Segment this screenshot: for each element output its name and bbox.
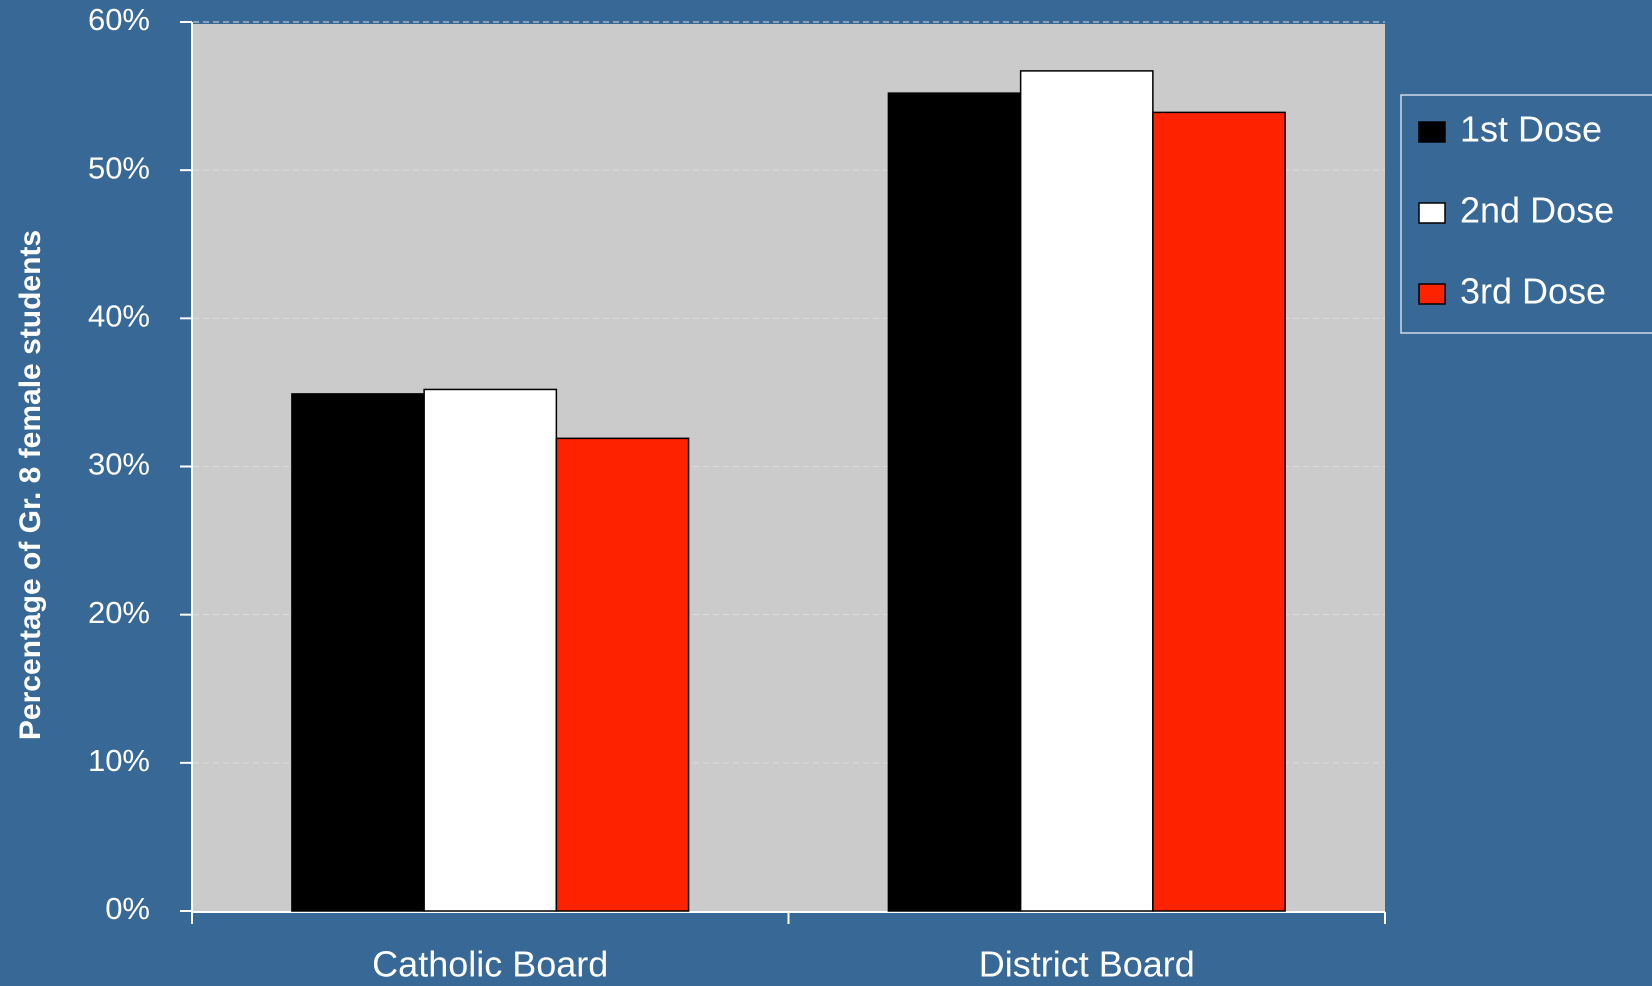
y-tick-label: 30%: [88, 447, 150, 482]
y-tick-label: 50%: [88, 150, 150, 185]
y-tick-label: 40%: [88, 299, 150, 334]
bar: [887, 92, 1022, 912]
y-tick-label: 60%: [88, 2, 150, 37]
legend-swatch: [1418, 121, 1446, 143]
y-tick-label: 10%: [88, 743, 150, 778]
legend-label: 3rd Dose: [1460, 271, 1606, 312]
legend-swatch: [1418, 283, 1446, 305]
bar: [423, 388, 558, 912]
bar: [555, 437, 690, 912]
y-tick-label: 20%: [88, 595, 150, 630]
y-tick-label: 0%: [105, 891, 150, 926]
y-axis-label: Percentage of Gr. 8 female students: [14, 230, 47, 740]
legend-swatch: [1418, 202, 1446, 224]
bar: [1152, 111, 1286, 912]
legend-label: 1st Dose: [1460, 109, 1602, 150]
bar: [1019, 70, 1154, 912]
x-tick-label: Catholic Board: [372, 944, 608, 985]
bar: [291, 393, 425, 912]
legend-label: 2nd Dose: [1460, 190, 1614, 231]
x-tick-label: District Board: [979, 944, 1195, 985]
